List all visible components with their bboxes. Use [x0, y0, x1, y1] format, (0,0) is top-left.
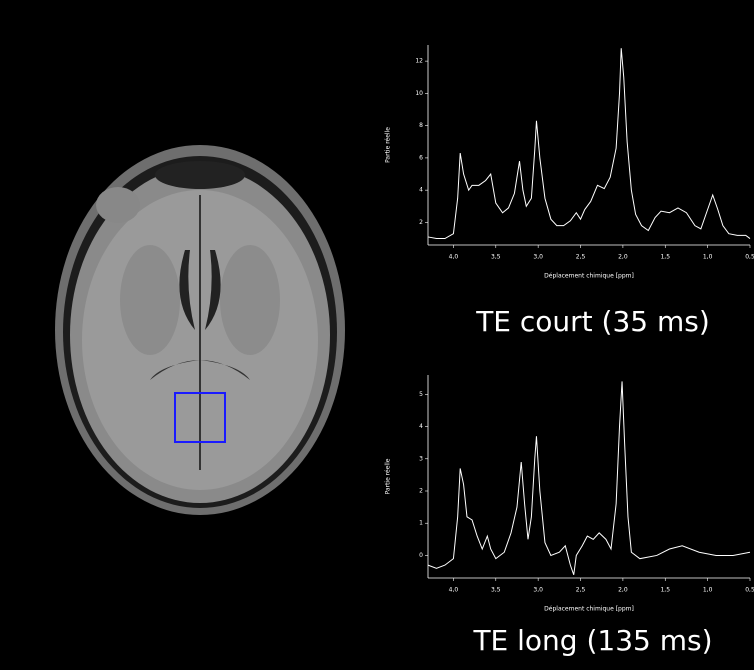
x-axis-label: Déplacement chimique [ppm] [544, 273, 634, 280]
x-tick-label: 0,5 [745, 254, 754, 261]
spectrum-line [427, 48, 751, 240]
y-tick-label: 8 [419, 122, 423, 129]
y-tick-label: 0 [419, 552, 423, 559]
y-tick-label: 10 [415, 90, 423, 97]
x-tick-label: 3,0 [533, 587, 543, 594]
x-tick-label: 1,5 [660, 254, 670, 261]
x-tick-label: 2,0 [618, 587, 628, 594]
x-tick-label: 1,0 [703, 254, 713, 261]
chart-caption: TE long (135 ms) [472, 624, 712, 657]
y-tick-label: 3 [419, 455, 423, 462]
x-tick-label: 2,0 [618, 254, 628, 261]
y-tick-label: 2 [419, 488, 423, 495]
x-tick-label: 2,5 [576, 587, 586, 594]
x-tick-label: 2,5 [576, 254, 586, 261]
x-tick-label: 3,5 [491, 254, 501, 261]
chart-caption: TE court (35 ms) [475, 305, 710, 338]
y-tick-label: 5 [419, 391, 423, 398]
y-tick-label: 6 [419, 154, 423, 161]
y-tick-label: 1 [419, 520, 423, 527]
y-axis-label: Partie réelle [385, 127, 392, 163]
x-tick-label: 3,0 [533, 254, 543, 261]
x-axis-label: Déplacement chimique [ppm] [544, 606, 634, 613]
spectrum-line [427, 381, 751, 575]
x-tick-label: 1,5 [660, 587, 670, 594]
y-tick-label: 4 [419, 187, 423, 194]
x-tick-label: 4,0 [449, 587, 459, 594]
y-tick-label: 2 [419, 219, 423, 226]
mri-image [55, 145, 345, 515]
x-tick-label: 1,0 [703, 587, 713, 594]
x-tick-label: 3,5 [491, 587, 501, 594]
y-tick-label: 4 [419, 423, 423, 430]
y-tick-label: 12 [415, 58, 423, 65]
y-axis-label: Partie réelle [385, 458, 392, 494]
x-tick-label: 4,0 [449, 254, 459, 261]
x-tick-label: 0,5 [745, 587, 754, 594]
